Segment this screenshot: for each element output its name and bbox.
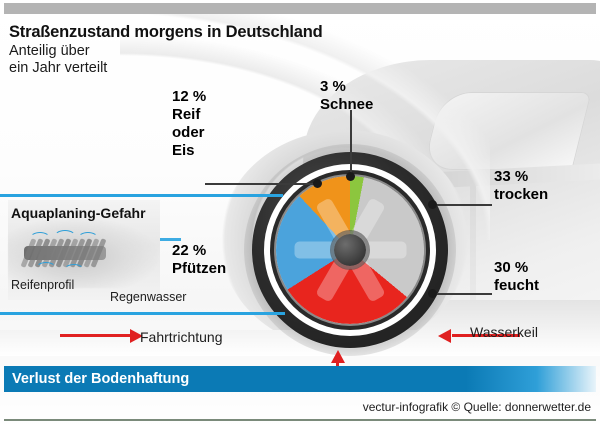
aquaplaning-title: Aquaplaning-Gefahr <box>11 205 146 221</box>
leader-line-reif <box>205 183 318 185</box>
caption-reifenprofil: Reifenprofil <box>11 278 75 292</box>
wasserkeil-arrow-head <box>438 329 451 343</box>
leader-line-trocken <box>434 204 492 206</box>
top-gray-bar <box>4 3 596 14</box>
leader-dot-reif <box>313 179 322 188</box>
leader-line-schnee <box>350 110 352 176</box>
leader-dot-trocken <box>428 200 437 209</box>
leader-dot-schnee <box>346 172 355 181</box>
water-spray-arc <box>78 232 98 244</box>
footer-credit: vectur-infografik © Quelle: donnerwetter… <box>362 400 591 414</box>
callout-feucht: 30 % feucht <box>494 259 539 294</box>
bottom-blue-band <box>4 366 596 392</box>
fahrtrichtung-arrow-head <box>130 329 143 343</box>
page-subtitle: Anteilig über ein Jahr verteilt <box>9 43 108 76</box>
water-spray-arc <box>54 230 76 244</box>
footer-divider <box>4 419 596 421</box>
page-title: Straßenzustand morgens in Deutschland <box>9 23 323 41</box>
caption-wasserkeil: Wasserkeil <box>470 324 538 340</box>
callout-pfuetzen: 22 % Pfützen <box>172 242 227 277</box>
fahrtrichtung-arrow-shaft <box>60 334 132 337</box>
water-spray-arc <box>30 232 50 244</box>
wasserkeil-arrow-shaft <box>452 334 520 337</box>
caption-regenwasser: Regenwasser <box>110 290 187 304</box>
tyre-pie-chart <box>244 144 456 356</box>
leader-line-feucht <box>434 293 492 295</box>
band-label: Verlust der Bodenhaftung <box>12 371 190 387</box>
callout-trocken: 33 % trocken <box>494 168 549 203</box>
caption-fahrtrichtung: Fahrtrichtung <box>140 329 223 345</box>
leader-dot-feucht <box>428 289 437 298</box>
water-film-line-upper <box>0 194 283 197</box>
water-film-line-lower <box>0 312 285 315</box>
tyre-tread-graphic <box>20 230 107 276</box>
callout-reif-oder-eis: 12 % Reif oder Eis <box>172 88 207 159</box>
bodenhaftung-arrow-head <box>331 350 345 363</box>
wheel-hub <box>334 234 366 266</box>
car-door-line <box>470 180 476 330</box>
water-spray-arc <box>36 262 56 274</box>
callout-schnee: 3 % Schnee <box>320 78 374 113</box>
water-spray-arc <box>64 264 84 276</box>
